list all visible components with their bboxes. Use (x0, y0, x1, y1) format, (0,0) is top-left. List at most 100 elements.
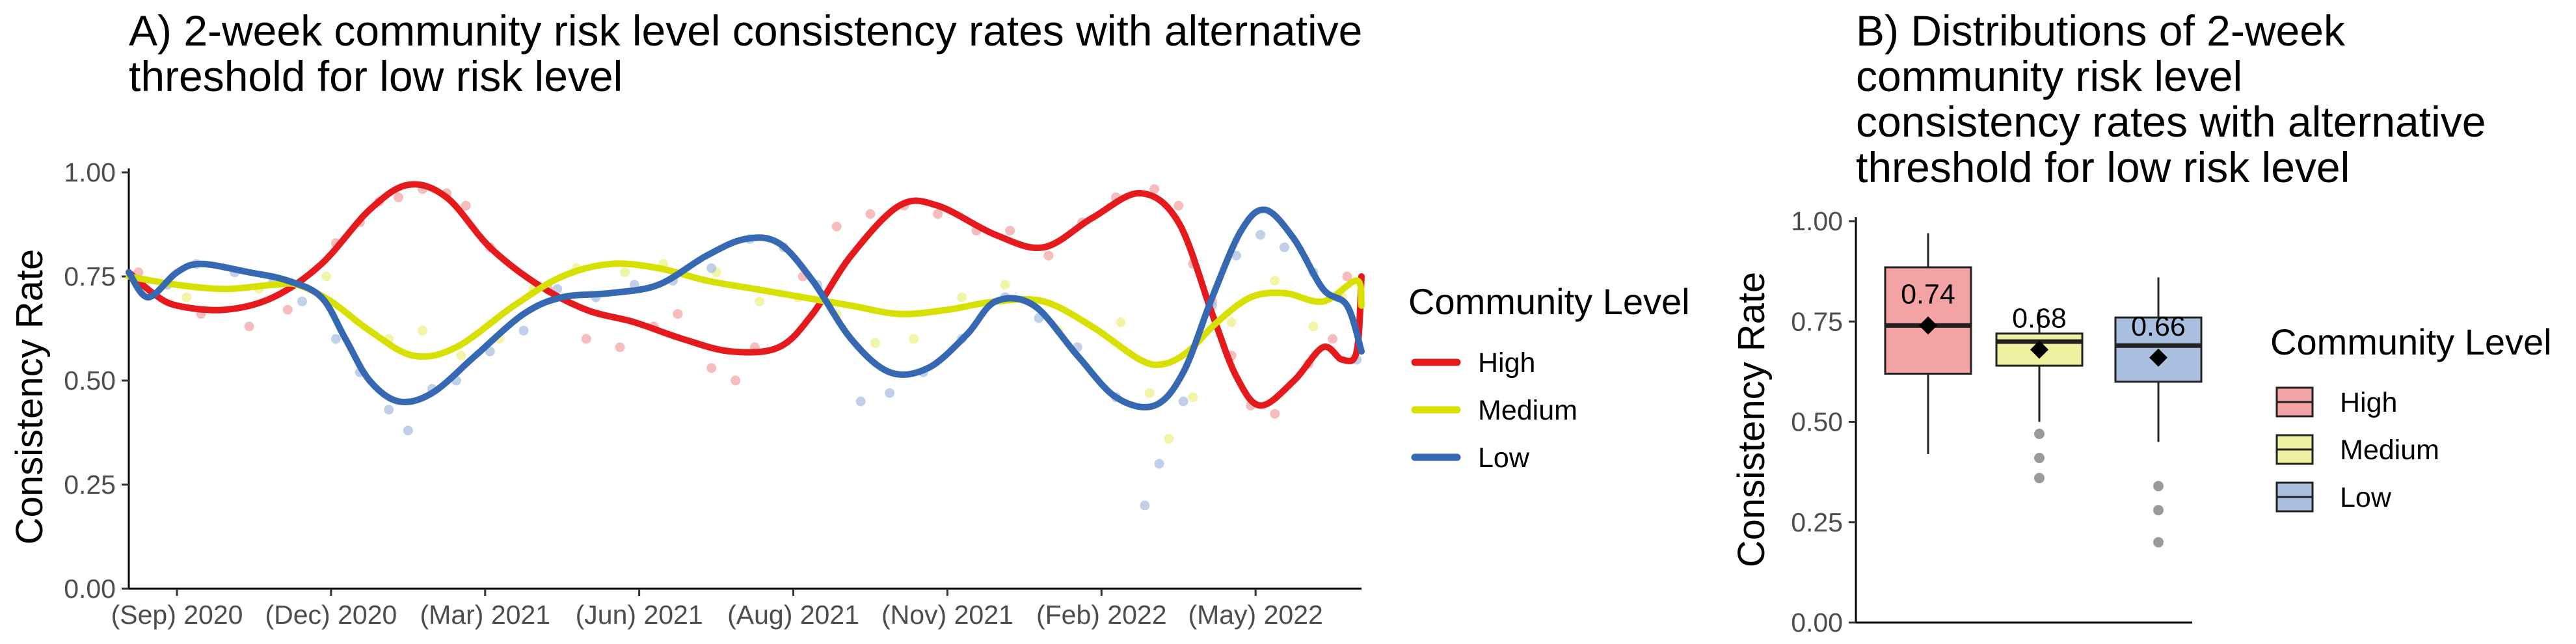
mean-label: 0.66 (2131, 311, 2186, 342)
data-point-medium (181, 292, 192, 302)
data-point-medium (1308, 321, 1319, 332)
panel-a-lines (126, 181, 1365, 410)
data-point-high (1043, 250, 1054, 261)
panel-b-boxes: 0.74 0.68 0.66 (1884, 233, 2203, 548)
data-point-high (1342, 271, 1352, 282)
data-point-low (403, 425, 413, 436)
title-line: threshold for low risk level (1856, 143, 2350, 191)
data-point-low (1280, 242, 1290, 252)
panel-b-title: B) Distributions of 2-week community risk… (1856, 7, 2486, 191)
data-point-medium (1188, 392, 1198, 403)
y-tick-label: 0.25 (1791, 507, 1843, 537)
data-point-high (394, 192, 404, 202)
title-line: A) 2-week community risk level consisten… (129, 7, 1362, 55)
box-high: 0.74 (1884, 233, 1972, 454)
data-point-high (244, 321, 254, 332)
data-point-low (1255, 230, 1266, 240)
x-tick-label: (Feb) 2022 (1036, 600, 1167, 630)
panel-a-title: A) 2-week community risk level consisten… (129, 7, 1362, 100)
data-point-medium (619, 267, 630, 278)
data-point-high (706, 363, 717, 373)
data-point-low (1178, 396, 1188, 407)
y-tick-label: 0.50 (64, 366, 116, 396)
panel-b-axes: 0.00 0.25 0.50 0.75 1.00 (1791, 206, 2192, 637)
x-tick-label: (Mar) 2021 (420, 600, 551, 630)
x-tick-label: (May) 2022 (1188, 600, 1322, 630)
legend-label-medium: Medium (1478, 395, 1577, 426)
y-tick-label: 0.00 (1791, 608, 1843, 637)
outlier-point (2034, 429, 2045, 440)
data-point-low (518, 325, 529, 336)
title-line: threshold for low risk level (129, 52, 623, 100)
title-line: community risk level (1856, 52, 2242, 100)
mean-label: 0.74 (1901, 278, 1955, 310)
mean-label: 0.68 (2012, 302, 2067, 334)
data-point-high (282, 304, 293, 315)
data-point-high (1328, 334, 1338, 344)
data-point-medium (909, 334, 919, 344)
data-point-low (1231, 250, 1242, 261)
data-point-high (933, 209, 943, 219)
outlier-point (2034, 472, 2045, 483)
mean-marker (2149, 348, 2167, 367)
outlier-point (2153, 537, 2164, 548)
box-low: 0.66 (2114, 277, 2203, 548)
data-point-medium (1270, 275, 1280, 286)
panel-b-y-axis-title: Consistency Rate (1730, 272, 1773, 568)
data-point-high (831, 221, 842, 232)
panel-a-legend-title: Community Level (1408, 281, 1690, 322)
data-point-high (865, 209, 876, 219)
data-point-low (1140, 500, 1150, 511)
panel-a-points (133, 184, 1362, 511)
data-point-medium (1144, 388, 1155, 398)
data-point-high (1005, 226, 1015, 236)
y-tick-label: 0.75 (1791, 306, 1843, 336)
data-point-medium (418, 325, 428, 336)
mean-marker (2030, 340, 2048, 359)
legend-label-high: High (1478, 347, 1535, 379)
data-point-low (1154, 459, 1164, 469)
data-point-high (1270, 409, 1280, 419)
box-medium: 0.68 (1995, 302, 2084, 483)
series-line-low (126, 206, 1365, 410)
data-point-medium (957, 292, 967, 302)
data-point-low (330, 334, 341, 344)
outlier-point (2153, 505, 2164, 516)
data-point-low (297, 296, 307, 306)
legend-label-low: Low (1478, 442, 1530, 474)
data-point-medium (1226, 317, 1237, 327)
mean-marker (1919, 316, 1937, 335)
outlier-point (2153, 481, 2164, 492)
y-tick-label: 0.75 (64, 262, 116, 291)
data-point-high (615, 342, 625, 353)
legend-label-high: High (2340, 387, 2397, 418)
panel-a-legend: Community Level High Medium Low (1408, 281, 1690, 474)
y-tick-label: 1.00 (64, 157, 116, 187)
panel-b: B) Distributions of 2-week community risk… (1730, 7, 2552, 637)
data-point-medium (1000, 280, 1010, 290)
data-point-high (1174, 200, 1184, 211)
title-line: B) Distributions of 2-week (1856, 7, 2346, 55)
data-point-medium (321, 271, 331, 282)
panel-a-axes: 0.00 0.25 0.50 0.75 1.00 (Sep) 2020 (Dec) 2020… (64, 157, 1362, 630)
y-tick-label: 0.25 (64, 470, 116, 500)
y-tick-label: 0.50 (1791, 407, 1843, 437)
data-point-high (731, 375, 741, 386)
x-tick-label: (Aug) 2021 (727, 600, 859, 630)
data-point-low (384, 405, 394, 415)
data-point-medium (1164, 434, 1174, 444)
data-point-high (461, 200, 471, 211)
panel-a: A) 2-week community risk level consisten… (8, 7, 1690, 630)
y-tick-label: 1.00 (1791, 206, 1843, 236)
x-tick-label: (Jun) 2021 (576, 600, 703, 630)
data-point-medium (755, 296, 765, 306)
y-tick-label: 0.00 (64, 574, 116, 604)
outlier-point (2034, 453, 2045, 464)
data-point-high (581, 334, 591, 344)
legend-label-medium: Medium (2340, 435, 2439, 466)
data-point-medium (456, 351, 466, 361)
x-tick-label: (Nov) 2021 (881, 600, 1013, 630)
legend-label-low: Low (2340, 482, 2392, 513)
data-point-low (706, 263, 717, 273)
